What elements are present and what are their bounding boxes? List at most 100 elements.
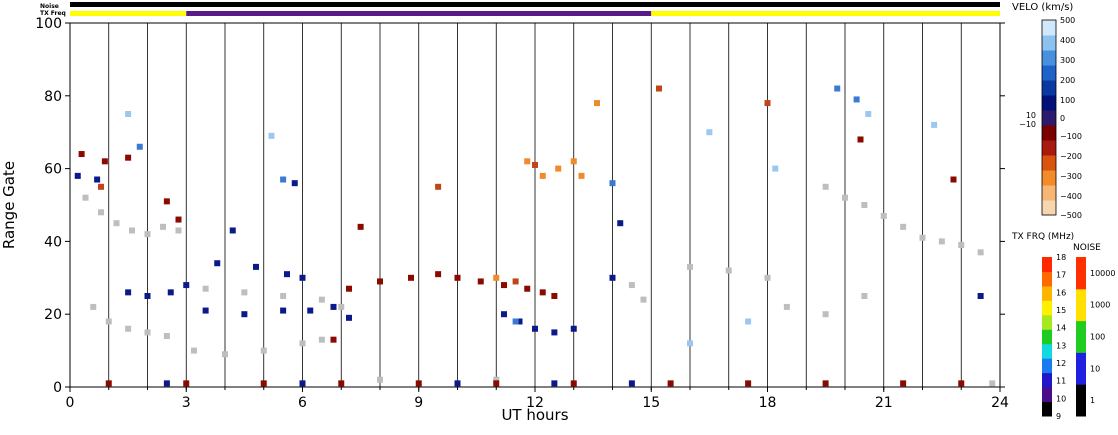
txfreq-swatch: [1042, 300, 1052, 316]
data-point-neg_dark: [857, 136, 864, 143]
data-point-neg_dark: [551, 293, 558, 299]
data-point-pos_dark: [609, 274, 616, 281]
data-point-pos_dark: [299, 274, 306, 281]
velocity-tick-label: 400: [1060, 36, 1075, 45]
data-point-neg_dark: [900, 380, 907, 387]
data-point-neg_mid: [98, 183, 104, 190]
data-point-pos_dark: [617, 220, 624, 227]
velocity-colorbar-swatches: [1041, 19, 1057, 216]
data-point-ground: [105, 318, 112, 325]
txfreq-swatch: [1042, 401, 1052, 417]
data-point-neg_dark: [78, 151, 85, 158]
data-point-ground: [880, 212, 887, 219]
txfreq-tick-label: 9: [1056, 412, 1061, 421]
x-tick-label: 0: [66, 395, 75, 411]
data-point-pos_light: [136, 143, 143, 150]
x-tick-label: 12: [526, 395, 544, 411]
data-point-pos_dark: [330, 303, 337, 310]
velocity-scatter: [74, 85, 996, 387]
data-point-pos_dark: [202, 307, 209, 314]
data-point-ground: [640, 296, 647, 303]
velocity-swatch: [1042, 80, 1056, 96]
y-tick-label: 0: [53, 380, 62, 396]
data-point-neg_light: [578, 172, 585, 179]
data-point-pos_pale: [687, 340, 693, 347]
data-point-neg_dark: [125, 154, 132, 161]
data-point-ground: [861, 202, 868, 208]
data-point-neg_dark: [346, 285, 352, 292]
txfreq-swatch: [1042, 329, 1052, 345]
data-point-neg_dark: [338, 380, 345, 387]
noise-tick-label: 100: [1090, 333, 1105, 342]
data-point-ground: [163, 333, 170, 340]
noise-tick-label: 1: [1090, 396, 1095, 405]
data-point-ground: [144, 231, 151, 238]
data-point-pos_dark: [284, 271, 290, 278]
txfreq-swatch: [1042, 343, 1052, 359]
data-point-ground: [160, 223, 166, 230]
data-point-neg_dark: [101, 158, 108, 165]
data-point-ground: [919, 234, 926, 241]
x-axis: 0 3 6 9 12 15 18 21 24: [66, 387, 1009, 411]
data-point-neg_dark: [260, 380, 267, 387]
data-point-ground: [175, 227, 182, 234]
data-point-pos_dark: [94, 176, 101, 183]
data-point-pos_pale: [706, 129, 713, 136]
data-point-ground: [822, 311, 829, 318]
data-point-pos_dark: [299, 380, 306, 387]
velocity-colorbar: VELO (km/s) 500 400 300 200 100 0 10−10 −100 −20…: [1012, 2, 1082, 220]
noise-colorbar-title: NOISE: [1073, 243, 1101, 253]
data-point-neg_dark: [822, 380, 829, 387]
velocity-swatch: [1042, 170, 1056, 186]
velocity-tick-label: −10: [1019, 120, 1036, 129]
data-point-pos_pale: [268, 132, 275, 139]
data-point-neg_light: [493, 274, 500, 281]
noise-tick-label: 10: [1090, 364, 1100, 373]
x-tick-label: 18: [759, 395, 777, 411]
data-point-pos_pale: [931, 121, 938, 128]
txfreq-swatch: [1042, 358, 1052, 374]
data-point-neg_dark: [501, 282, 507, 289]
data-point-pos_light: [280, 176, 287, 183]
data-point-neg_dark: [415, 380, 422, 387]
velocity-colorbar-frame: [1041, 19, 1057, 216]
data-point-pos_dark: [454, 380, 461, 387]
y-tick-label: 100: [35, 16, 62, 32]
data-point-neg_dark: [539, 289, 546, 296]
txfreq-tick-label: 17: [1056, 271, 1066, 280]
txfreq-colorbar-ticks: 18 17 16 15 14 13 12 11 10 9: [1056, 253, 1066, 421]
txfreq-tick-label: 13: [1056, 341, 1066, 350]
data-point-neg_dark: [958, 380, 965, 387]
velocity-tick-label: −100: [1060, 132, 1082, 141]
x-tick-label: 24: [991, 395, 1009, 411]
data-point-ground: [764, 274, 771, 281]
data-point-neg_mid: [532, 161, 538, 168]
data-point-pos_dark: [532, 325, 538, 332]
data-point-neg_dark: [357, 223, 364, 230]
velocity-tick-label: −500: [1060, 211, 1082, 220]
data-point-ground: [861, 293, 868, 299]
data-point-neg_light: [524, 158, 531, 165]
data-point-ground: [628, 282, 635, 289]
noise-bar-segment: [70, 2, 1000, 7]
data-point-ground: [260, 347, 267, 354]
data-point-ground: [725, 267, 732, 274]
noise-bar-label: Noise: [40, 3, 59, 10]
data-point-neg_dark: [105, 380, 112, 387]
x-tick-label: 6: [298, 395, 307, 411]
velocity-swatch: [1042, 140, 1056, 156]
data-point-neg_dark: [477, 278, 484, 285]
data-point-neg_light: [555, 165, 562, 172]
txfreq-swatch: [1042, 285, 1052, 301]
velocity-swatch: [1042, 35, 1056, 51]
data-point-neg_dark: [435, 271, 442, 278]
data-point-neg_mid: [512, 278, 519, 285]
data-point-ground: [82, 194, 89, 201]
data-point-ground: [318, 296, 325, 303]
velocity-colorbar-title: VELO (km/s): [1012, 2, 1073, 13]
data-point-ground: [822, 183, 829, 190]
data-point-pos_dark: [144, 293, 151, 299]
data-point-neg_dark: [493, 380, 500, 387]
data-point-pos_pale: [125, 111, 132, 117]
x-axis-label: UT hours: [501, 406, 568, 424]
